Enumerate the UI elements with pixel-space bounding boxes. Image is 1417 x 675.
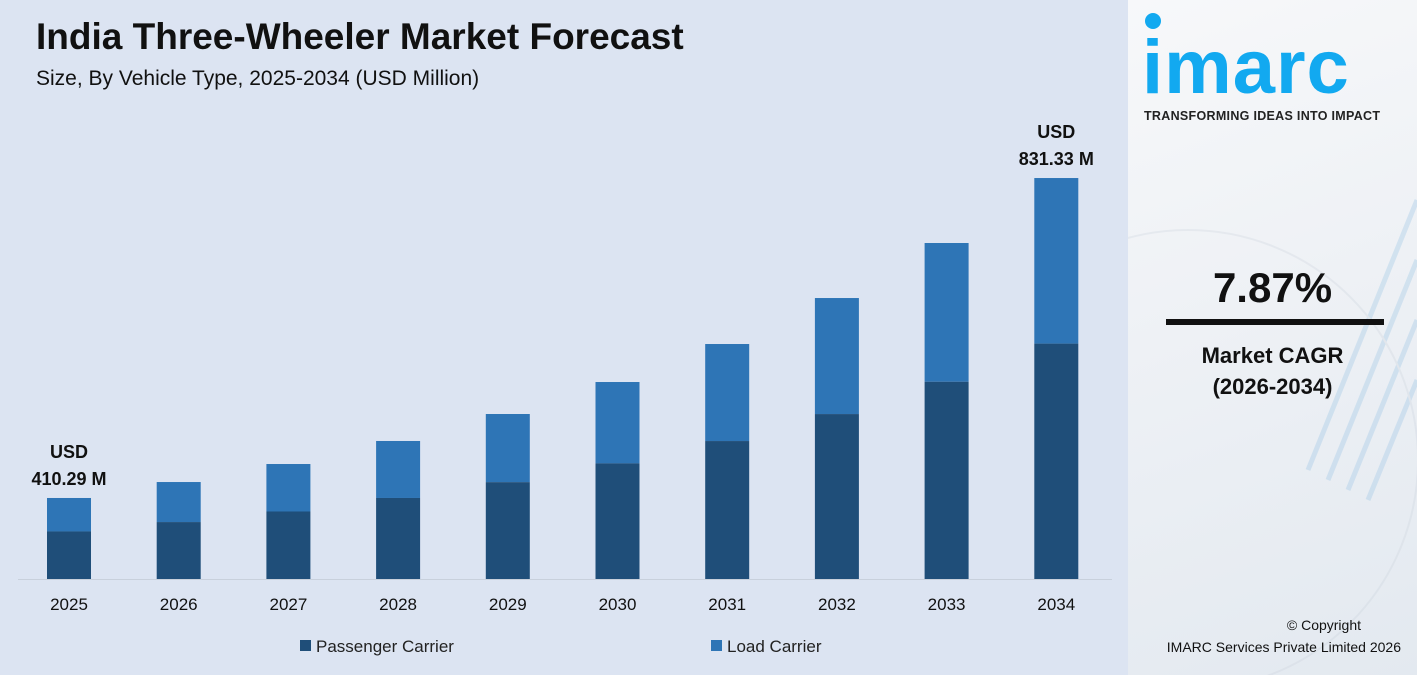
data-label-currency: USD xyxy=(50,442,88,462)
bar-passenger-carrier xyxy=(266,511,311,579)
bar-passenger-carrier xyxy=(47,531,91,579)
bar-passenger-carrier xyxy=(595,463,640,579)
logo-tagline: TRANSFORMING IDEAS INTO IMPACT xyxy=(1144,109,1381,123)
cagr-divider xyxy=(1166,319,1384,325)
bar-load-carrier xyxy=(485,414,530,483)
legend-swatch xyxy=(711,640,722,651)
x-tick-label: 2029 xyxy=(489,595,527,614)
bar-chart: 2025 USD 410.29 M 2026 2027 2028 2029 2030 2031 2… xyxy=(18,122,1112,656)
x-tick-label: 2028 xyxy=(379,595,417,614)
cagr-period: (2026-2034) xyxy=(1212,374,1333,399)
chart-panel: India Three-Wheeler Market Forecast Size… xyxy=(18,16,1112,656)
cagr-value: 7.87% xyxy=(1212,264,1333,311)
data-label-value: 410.29 M xyxy=(31,469,106,489)
x-tick-label: 2025 xyxy=(50,595,88,614)
background-graph-decoration xyxy=(1128,199,1417,675)
bar-passenger-carrier xyxy=(376,497,421,579)
bar-load-carrier xyxy=(595,382,640,464)
cagr-label: Market CAGR (2026-2034) xyxy=(1128,340,1417,402)
legend-label: Load Carrier xyxy=(727,637,822,656)
x-tick-label: 2030 xyxy=(599,595,637,614)
company-name: IMARC Services Private Limited 2026 xyxy=(1166,639,1401,655)
bar-passenger-carrier xyxy=(814,414,859,579)
bar-load-carrier xyxy=(1034,178,1079,344)
chart-title: India Three-Wheeler Market Forecast xyxy=(36,16,684,57)
x-tick-label: 2033 xyxy=(928,595,966,614)
bar-passenger-carrier xyxy=(1034,343,1079,579)
imarc-logo: imarc xyxy=(1142,25,1350,110)
bar-passenger-carrier xyxy=(156,522,201,579)
x-tick-label: 2026 xyxy=(160,595,198,614)
data-label-value: 831.33 M xyxy=(1019,149,1094,169)
bar-load-carrier xyxy=(376,440,421,498)
legend-label: Passenger Carrier xyxy=(316,637,454,656)
bar-load-carrier xyxy=(266,464,311,512)
data-label-currency: USD xyxy=(1037,122,1075,142)
legend-swatch xyxy=(300,640,311,651)
bar-passenger-carrier xyxy=(485,482,530,579)
x-tick-label: 2032 xyxy=(818,595,856,614)
x-tick-label: 2027 xyxy=(269,595,307,614)
x-tick-label: 2031 xyxy=(708,595,746,614)
x-tick-label: 2034 xyxy=(1037,595,1075,614)
copyright: © Copyright IMARC Services Private Limit… xyxy=(1167,614,1401,658)
bar-load-carrier xyxy=(156,482,201,523)
logo-dot xyxy=(1145,13,1161,29)
chart-subtitle: Size, By Vehicle Type, 2025-2034 (USD Mi… xyxy=(36,67,480,90)
cagr-label-text: Market CAGR xyxy=(1201,343,1344,368)
bar-passenger-carrier xyxy=(705,441,750,579)
bar-load-carrier xyxy=(814,298,859,415)
bar-passenger-carrier xyxy=(924,381,969,579)
side-panel: imarc TRANSFORMING IDEAS INTO IMPACT 7.8… xyxy=(1128,0,1417,675)
copyright-text: © Copyright xyxy=(1286,617,1361,633)
bar-load-carrier xyxy=(924,243,969,382)
bar-load-carrier xyxy=(47,497,91,532)
bar-load-carrier xyxy=(705,344,750,442)
